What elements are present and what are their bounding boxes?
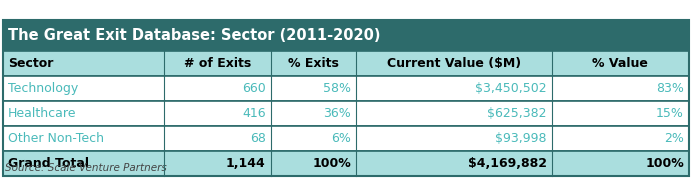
Text: 416: 416 — [242, 107, 266, 120]
Text: % Exits: % Exits — [288, 57, 339, 70]
Text: 6%: 6% — [331, 132, 352, 145]
Text: 1,144: 1,144 — [226, 157, 266, 170]
Text: # of Exits: # of Exits — [184, 57, 251, 70]
Text: Healthcare: Healthcare — [8, 107, 77, 120]
Bar — [3, 76, 689, 101]
Text: Other Non-Tech: Other Non-Tech — [8, 132, 104, 145]
Text: 68: 68 — [250, 132, 266, 145]
Bar — [3, 51, 689, 76]
Text: 36%: 36% — [324, 107, 352, 120]
Text: 15%: 15% — [656, 107, 684, 120]
Bar — [3, 151, 689, 176]
Text: $3,450,502: $3,450,502 — [475, 82, 547, 95]
Bar — [3, 101, 689, 126]
Text: 58%: 58% — [323, 82, 352, 95]
Text: 100%: 100% — [313, 157, 352, 170]
Text: Grand Total: Grand Total — [8, 157, 89, 170]
Text: 2%: 2% — [664, 132, 684, 145]
Bar — [3, 20, 689, 176]
Bar — [3, 126, 689, 151]
Text: $4,169,882: $4,169,882 — [468, 157, 547, 170]
Text: 660: 660 — [242, 82, 266, 95]
Text: Source: Scale Venture Partners: Source: Scale Venture Partners — [5, 163, 167, 173]
Text: 83%: 83% — [656, 82, 684, 95]
Text: $93,998: $93,998 — [495, 132, 547, 145]
Text: Current Value ($M): Current Value ($M) — [387, 57, 521, 70]
Text: Technology: Technology — [8, 82, 78, 95]
Text: Sector: Sector — [8, 57, 53, 70]
Text: $625,382: $625,382 — [487, 107, 547, 120]
Text: The Great Exit Database: Sector (2011-2020): The Great Exit Database: Sector (2011-20… — [8, 28, 381, 43]
Text: 100%: 100% — [645, 157, 684, 170]
Bar — [3, 20, 689, 51]
Text: % Value: % Value — [592, 57, 648, 70]
